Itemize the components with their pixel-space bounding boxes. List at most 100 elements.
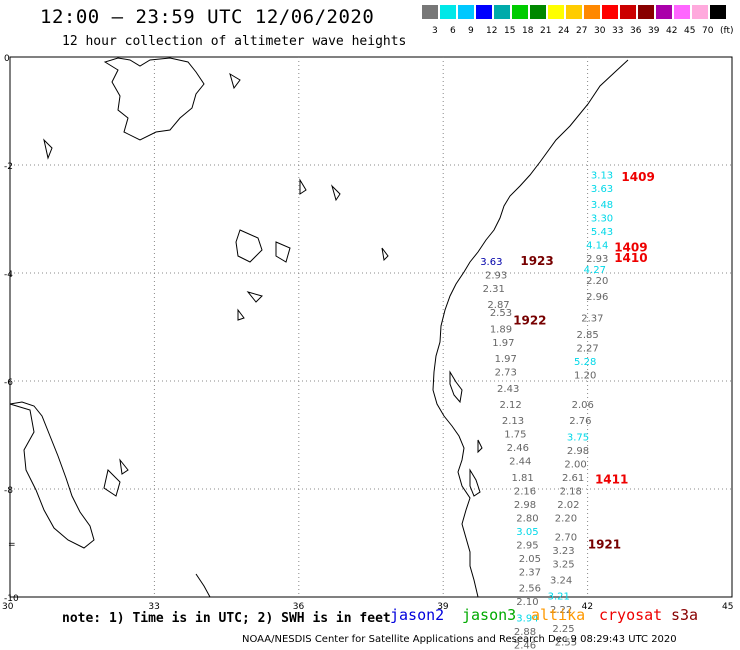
swh-value: 2.46: [514, 640, 536, 650]
scale-swatch: [440, 5, 456, 19]
scale-label: 9: [468, 26, 474, 36]
footer-credit: NOAA/NESDIS Center for Satellite Applica…: [242, 634, 677, 645]
swh-value: 1.97: [492, 338, 514, 349]
coastline-river-6: [246, 291, 263, 303]
coastline-river-2: [299, 178, 307, 195]
map-title: 12:00 – 23:59 UTC 12/06/2020: [40, 6, 375, 28]
scale-label: 12: [486, 26, 498, 36]
swh-value: 2.00: [564, 459, 586, 470]
swh-value: 2.31: [483, 284, 505, 295]
swh-value: 2.76: [569, 416, 591, 427]
scale-swatch: [548, 5, 564, 19]
swh-value: 2.61: [562, 473, 584, 484]
swh-value: 2.16: [514, 486, 536, 497]
swh-value: 3.13: [591, 171, 613, 182]
pass-time-label: 1410: [614, 251, 647, 265]
swh-value: 2.10: [516, 597, 538, 608]
swh-value: 2.27: [576, 343, 598, 354]
coastline-river-4: [381, 247, 389, 262]
swh-value: 2.96: [586, 292, 608, 303]
lat-label: -2: [4, 162, 13, 172]
swh-value: 2.20: [586, 276, 608, 287]
swh-value: 2.98: [514, 500, 536, 511]
scale-swatch: [674, 5, 690, 19]
scale-label: 27: [576, 26, 588, 36]
scale-swatch: [584, 5, 600, 19]
scale-swatch: [494, 5, 510, 19]
coastline-river-1: [43, 138, 53, 160]
lat-label: 0: [4, 54, 10, 64]
scale-swatch: [620, 5, 636, 19]
swh-value: 1.97: [495, 354, 517, 365]
swh-value: 1.81: [511, 473, 533, 484]
coastline-pemba: [449, 370, 463, 404]
swh-value: 2.44: [509, 457, 531, 468]
swh-value: 2.93: [485, 270, 507, 281]
lon-label: 45: [722, 602, 733, 612]
coastline-river-3: [330, 184, 341, 202]
swh-values: 3.133.633.483.305.434.142.933.634.272.93…: [480, 171, 613, 650]
scale-swatch: [422, 5, 438, 19]
coastline-river-5: [229, 72, 241, 90]
lon-label: 42: [582, 602, 593, 612]
swh-value: 3.24: [550, 576, 572, 587]
swh-value: 2.22: [550, 605, 572, 616]
swh-value: 3.05: [516, 527, 538, 538]
coastline-lake-victoria: [103, 57, 205, 141]
pass-time-label: 1922: [513, 313, 546, 327]
swh-value: 2.13: [502, 416, 524, 427]
map-subtitle: 12 hour collection of altimeter wave hei…: [62, 34, 407, 49]
coastline: [9, 57, 629, 598]
scale-label: 21: [540, 26, 552, 36]
swh-value: 2.70: [555, 532, 577, 543]
swh-value: 2.93: [586, 254, 608, 265]
legend-entry-jason3: jason3: [462, 606, 517, 624]
scale-label: 15: [504, 26, 516, 36]
swh-value: 1.89: [490, 324, 512, 335]
swh-value: 2.25: [552, 624, 574, 635]
swh-value: 3.63: [480, 257, 502, 268]
scale-swatch: [710, 5, 726, 19]
scale-swatch: [476, 5, 492, 19]
swh-value: 2.55: [555, 638, 577, 649]
scale-label: 6: [450, 26, 456, 36]
pass-time-label: 1409: [614, 240, 647, 254]
coastline-lake-tanganyika: [9, 401, 95, 549]
swh-value: 2.37: [581, 314, 603, 325]
swh-value: 2.98: [567, 446, 589, 457]
note-text: note: 1) Time is in UTC; 2) SWH is in fe…: [62, 611, 391, 626]
swh-value: 1.75: [504, 430, 526, 441]
coastline-river-7: [237, 308, 245, 321]
swh-value: 3.30: [591, 214, 613, 225]
lon-label: 33: [148, 602, 159, 612]
coastline-mainland: [432, 59, 629, 598]
coastline-nyasa: [195, 573, 211, 598]
swh-value: 2.53: [490, 308, 512, 319]
scale-label: 36: [630, 26, 642, 36]
scale-label: 45: [684, 26, 696, 36]
swh-value: 5.43: [591, 227, 613, 238]
scale-swatch: [530, 5, 546, 19]
scale-swatch: [638, 5, 654, 19]
swh-value: 2.85: [576, 330, 598, 341]
swh-value: 3.23: [552, 546, 574, 557]
scale-label: 70: [702, 26, 714, 36]
coastline-lake-manyara: [275, 241, 291, 263]
swh-value: 4.14: [586, 241, 608, 252]
lat-label: =: [8, 540, 16, 550]
swh-value: 2.02: [557, 500, 579, 511]
scale-swatch: [512, 5, 528, 19]
swh-value: 2.73: [495, 368, 517, 379]
swh-value: 2.18: [560, 486, 582, 497]
scale-label: 39: [648, 26, 660, 36]
lon-label: 39: [437, 602, 449, 612]
scale-label: 33: [612, 26, 624, 36]
scale-label: 3: [432, 26, 438, 36]
lon-label: 30: [2, 602, 14, 612]
scale-swatch: [602, 5, 618, 19]
swh-value: 4.27: [584, 265, 606, 276]
lat-lon-grid: 30 33 36 39 42 45 0 -2 -4 -6 -8 -10 =: [2, 54, 733, 612]
legend-entry-cryosat: cryosat: [599, 606, 663, 624]
legend-entry-s3a: s3a: [671, 606, 699, 624]
